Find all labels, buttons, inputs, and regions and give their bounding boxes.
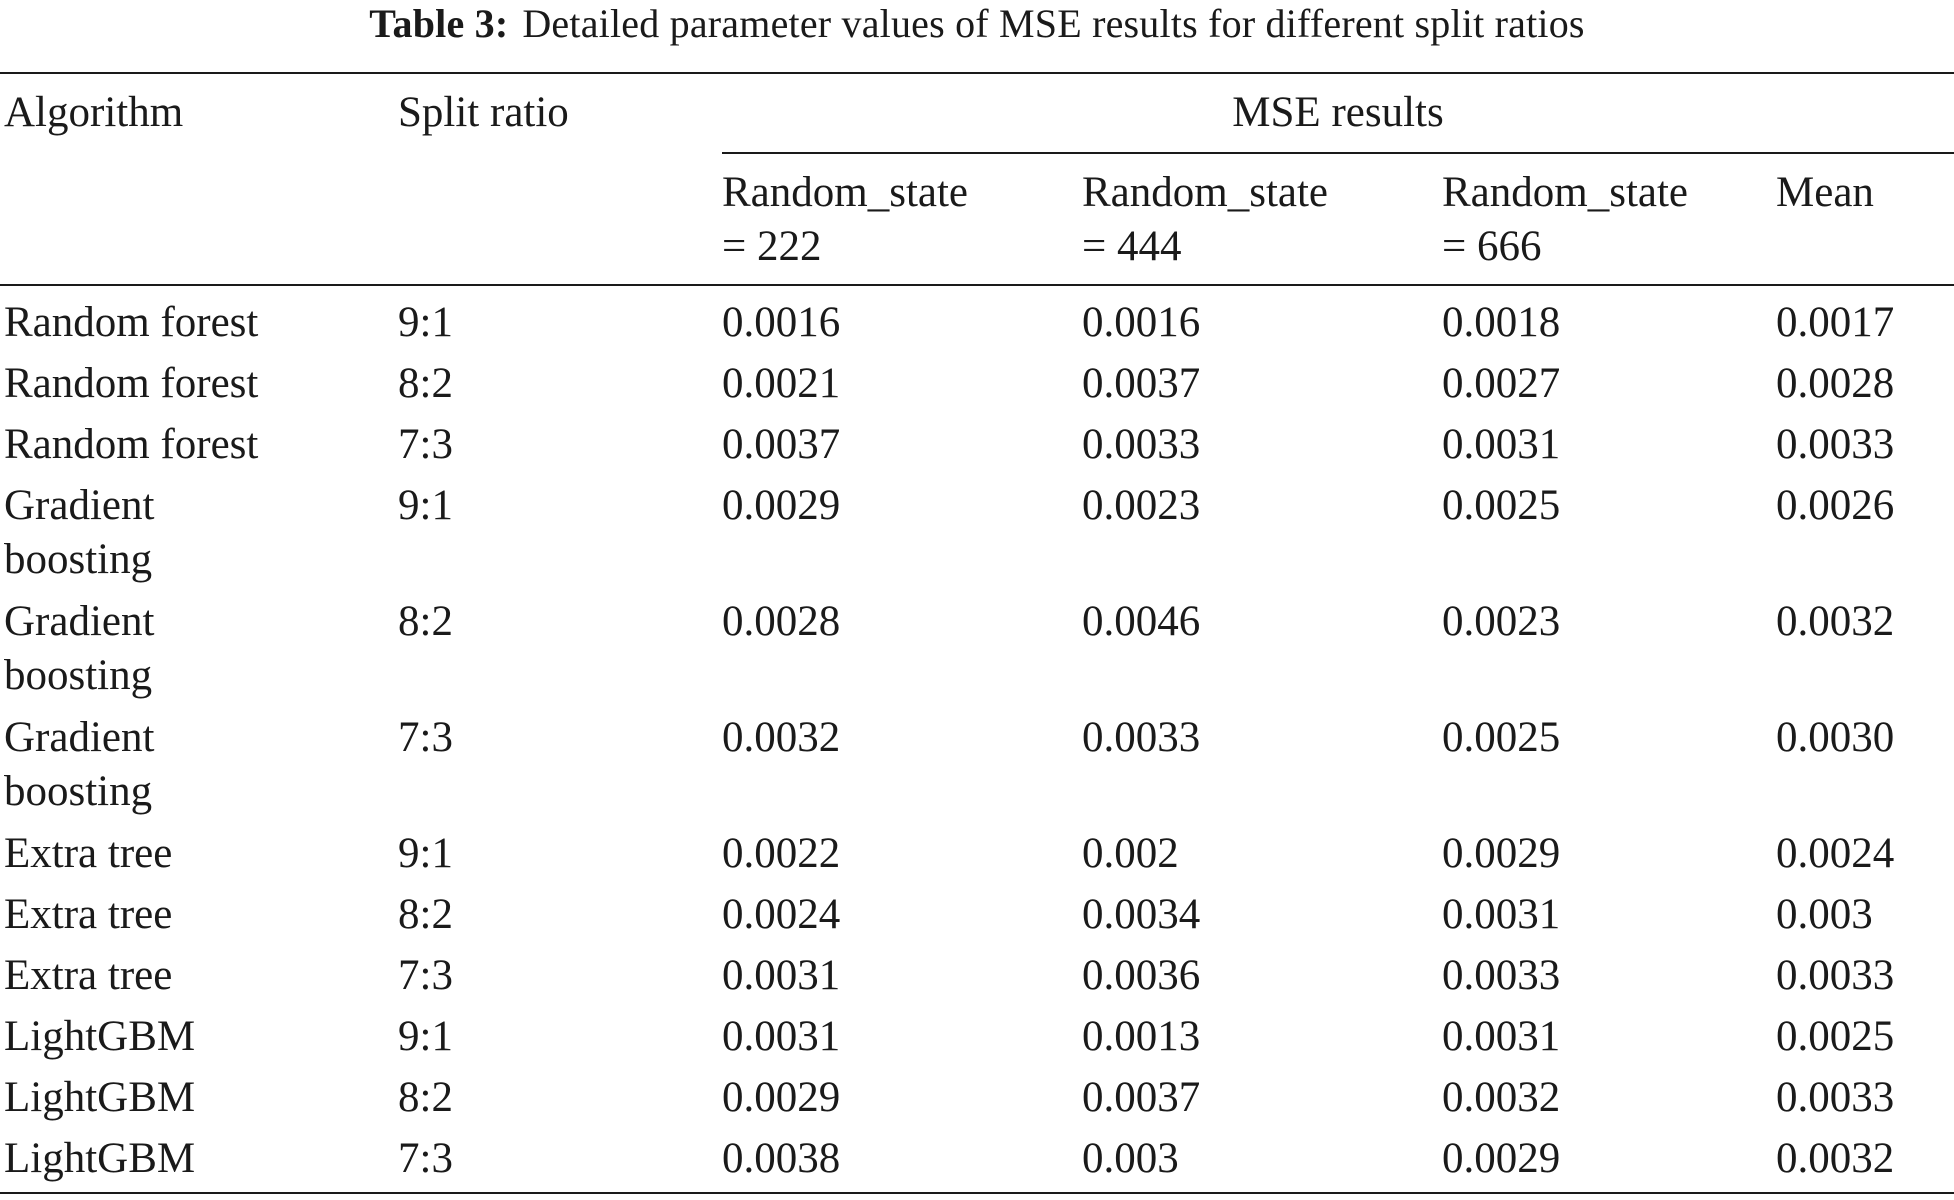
cell-rs222: 0.0037: [722, 421, 841, 468]
cell-algorithm: Gradient boosting: [4, 598, 155, 699]
cell-rs444: 0.0016: [1082, 299, 1201, 346]
cell-rs222: 0.0024: [722, 891, 841, 938]
cell-split-ratio: 8:2: [398, 891, 453, 938]
cell-rs444: 0.0037: [1082, 360, 1201, 407]
cell-rs444: 0.0034: [1082, 891, 1201, 938]
cell-rs222: 0.0016: [722, 299, 841, 346]
cell-rs444: 0.0046: [1082, 598, 1201, 645]
cell-algorithm: Random forest: [4, 421, 259, 468]
cell-rs666: 0.0029: [1442, 1135, 1561, 1182]
cell-algorithm: LightGBM: [4, 1074, 196, 1121]
cell-split-ratio: 9:1: [398, 830, 453, 877]
cell-algorithm: Gradient boosting: [4, 714, 155, 815]
cell-rs444: 0.0033: [1082, 714, 1201, 761]
header-rs666-line2: = 666: [1442, 223, 1542, 270]
cell-rs444: 0.0013: [1082, 1013, 1201, 1060]
top-rule: [0, 72, 1954, 74]
header-rs444-line1: Random_state: [1082, 169, 1329, 216]
header-rs222-line2: = 222: [722, 223, 822, 270]
header-rs666-line1: Random_state: [1442, 169, 1689, 216]
cell-rs444: 0.0036: [1082, 952, 1201, 999]
cell-rs222: 0.0021: [722, 360, 841, 407]
cell-mean: 0.0017: [1776, 299, 1895, 346]
cell-split-ratio: 9:1: [398, 482, 453, 529]
cell-rs666: 0.0023: [1442, 598, 1561, 645]
cell-rs666: 0.0032: [1442, 1074, 1561, 1121]
cell-split-ratio: 7:3: [398, 1135, 453, 1182]
cell-rs444: 0.002: [1082, 830, 1179, 877]
header-mean: Mean: [1776, 169, 1874, 216]
bottom-rule: [0, 1192, 1954, 1194]
cell-rs222: 0.0029: [722, 1074, 841, 1121]
cell-rs666: 0.0025: [1442, 714, 1561, 761]
cell-rs444: 0.0023: [1082, 482, 1201, 529]
cell-split-ratio: 8:2: [398, 1074, 453, 1121]
cell-algorithm: Random forest: [4, 299, 259, 346]
cell-mean: 0.0033: [1776, 952, 1895, 999]
cell-rs666: 0.0033: [1442, 952, 1561, 999]
cell-mean: 0.0033: [1776, 1074, 1895, 1121]
cell-split-ratio: 7:3: [398, 952, 453, 999]
cell-rs666: 0.0031: [1442, 421, 1561, 468]
cell-rs222: 0.0028: [722, 598, 841, 645]
cell-mean: 0.0026: [1776, 482, 1895, 529]
cell-split-ratio: 8:2: [398, 360, 453, 407]
table-caption: Table 3: Detailed parameter values of MSE…: [0, 0, 1954, 48]
cell-mean: 0.003: [1776, 891, 1873, 938]
cell-mean: 0.0033: [1776, 421, 1895, 468]
cell-split-ratio: 9:1: [398, 299, 453, 346]
header-mse-results: MSE results: [1232, 89, 1444, 136]
cell-rs444: 0.0033: [1082, 421, 1201, 468]
header-algorithm: Algorithm: [4, 89, 184, 136]
cell-rs222: 0.0022: [722, 830, 841, 877]
cell-rs444: 0.003: [1082, 1135, 1179, 1182]
cell-split-ratio: 9:1: [398, 1013, 453, 1060]
cell-algorithm: Extra tree: [4, 830, 173, 877]
cell-mean: 0.0028: [1776, 360, 1895, 407]
cell-algorithm: Extra tree: [4, 891, 173, 938]
cell-algorithm: LightGBM: [4, 1135, 196, 1182]
cell-split-ratio: 7:3: [398, 421, 453, 468]
cell-rs666: 0.0031: [1442, 1013, 1561, 1060]
cell-rs666: 0.0027: [1442, 360, 1561, 407]
header-rule: [0, 284, 1954, 286]
cell-algorithm: Random forest: [4, 360, 259, 407]
caption-label: Table 3:: [369, 1, 509, 46]
cell-rs222: 0.0031: [722, 952, 841, 999]
cell-mean: 0.0024: [1776, 830, 1895, 877]
cell-rs666: 0.0029: [1442, 830, 1561, 877]
cell-split-ratio: 8:2: [398, 598, 453, 645]
cell-mean: 0.0025: [1776, 1013, 1895, 1060]
cell-rs222: 0.0029: [722, 482, 841, 529]
cell-mean: 0.0032: [1776, 1135, 1895, 1182]
cell-rs222: 0.0031: [722, 1013, 841, 1060]
cell-mean: 0.0032: [1776, 598, 1895, 645]
header-rs222-line1: Random_state: [722, 169, 969, 216]
cell-rs666: 0.0031: [1442, 891, 1561, 938]
cell-rs666: 0.0018: [1442, 299, 1561, 346]
cell-rs222: 0.0038: [722, 1135, 841, 1182]
cell-algorithm: LightGBM: [4, 1013, 196, 1060]
cell-rs222: 0.0032: [722, 714, 841, 761]
mse-group-rule: [722, 152, 1954, 154]
header-rs444-line2: = 444: [1082, 223, 1182, 270]
cell-rs666: 0.0025: [1442, 482, 1561, 529]
cell-rs444: 0.0037: [1082, 1074, 1201, 1121]
cell-algorithm: Gradient boosting: [4, 482, 155, 583]
cell-mean: 0.0030: [1776, 714, 1895, 761]
caption-text: Detailed parameter values of MSE results…: [522, 1, 1585, 46]
cell-algorithm: Extra tree: [4, 952, 173, 999]
header-split-ratio: Split ratio: [398, 89, 569, 136]
cell-split-ratio: 7:3: [398, 714, 453, 761]
